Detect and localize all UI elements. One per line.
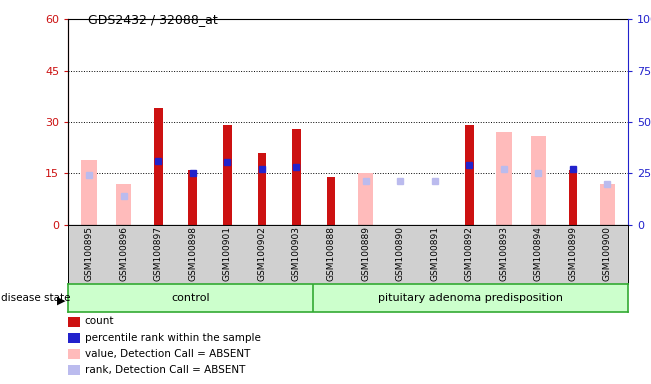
Text: value, Detection Call = ABSENT: value, Detection Call = ABSENT: [85, 349, 250, 359]
Text: GSM100893: GSM100893: [499, 227, 508, 281]
Text: GSM100890: GSM100890: [396, 227, 405, 281]
Bar: [154, 108, 163, 225]
Text: GSM100895: GSM100895: [85, 227, 94, 281]
Text: control: control: [171, 293, 210, 303]
Bar: [600, 184, 615, 225]
Bar: [81, 160, 97, 225]
Text: GSM100902: GSM100902: [257, 227, 266, 281]
Bar: [465, 125, 473, 225]
Text: GSM100898: GSM100898: [188, 227, 197, 281]
Text: GSM100903: GSM100903: [292, 227, 301, 281]
Bar: [568, 170, 577, 225]
Bar: [292, 129, 301, 225]
Text: disease state: disease state: [1, 293, 71, 303]
Text: count: count: [85, 316, 114, 326]
Text: GSM100892: GSM100892: [465, 227, 474, 281]
Bar: [188, 170, 197, 225]
Text: GSM100897: GSM100897: [154, 227, 163, 281]
Bar: [258, 153, 266, 225]
Text: ▶: ▶: [57, 296, 66, 306]
Text: GSM100896: GSM100896: [119, 227, 128, 281]
Bar: [358, 173, 373, 225]
Bar: [116, 184, 132, 225]
Bar: [327, 177, 335, 225]
Text: GSM100891: GSM100891: [430, 227, 439, 281]
Text: GSM100901: GSM100901: [223, 227, 232, 281]
Text: pituitary adenoma predisposition: pituitary adenoma predisposition: [378, 293, 563, 303]
Text: GSM100899: GSM100899: [568, 227, 577, 281]
Text: GSM100888: GSM100888: [327, 227, 335, 281]
Bar: [531, 136, 546, 225]
Bar: [496, 132, 512, 225]
Bar: [223, 125, 232, 225]
Text: GSM100889: GSM100889: [361, 227, 370, 281]
Text: GSM100894: GSM100894: [534, 227, 543, 281]
Text: GSM100900: GSM100900: [603, 227, 612, 281]
Text: rank, Detection Call = ABSENT: rank, Detection Call = ABSENT: [85, 365, 245, 375]
Text: percentile rank within the sample: percentile rank within the sample: [85, 333, 260, 343]
Text: GDS2432 / 32088_at: GDS2432 / 32088_at: [88, 13, 217, 26]
